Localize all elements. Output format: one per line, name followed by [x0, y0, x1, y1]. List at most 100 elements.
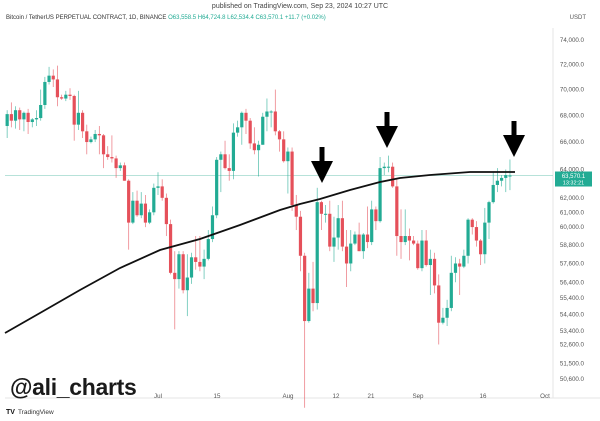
candle	[198, 236, 202, 272]
candle	[22, 111, 26, 132]
candle	[160, 179, 164, 201]
candle	[43, 76, 47, 109]
candle	[479, 239, 483, 266]
candle	[173, 251, 177, 330]
price-tick: 57,600.0	[560, 260, 585, 267]
time-axis[interactable]: Jul 15 Aug 12 21 Sep 16 Oct	[154, 393, 550, 400]
candle	[441, 307, 445, 325]
grid-lines	[5, 28, 600, 399]
candle	[437, 274, 441, 345]
candle	[80, 110, 85, 139]
candle	[269, 110, 273, 128]
price-tick: 62,000.0	[560, 195, 585, 202]
candle	[374, 206, 378, 231]
candle	[202, 249, 206, 280]
candle	[135, 190, 139, 217]
candle	[487, 200, 491, 240]
moving-average-line	[4, 171, 515, 334]
candle	[428, 249, 432, 296]
price-tick: 52,600.0	[560, 341, 585, 348]
candle	[227, 154, 231, 181]
published-caption: published on TradingView.com, Sep 23, 20…	[211, 3, 389, 10]
candle	[411, 236, 416, 246]
candle	[26, 108, 30, 134]
candle	[319, 200, 324, 231]
price-tick: 60,000.0	[560, 224, 585, 231]
candle	[357, 222, 361, 252]
candle	[416, 240, 420, 270]
candle	[349, 230, 353, 272]
price-tick: 58,800.0	[560, 242, 585, 249]
date-tick: 12	[333, 393, 340, 400]
candle	[60, 94, 64, 100]
candle	[399, 209, 403, 259]
candle	[185, 254, 189, 317]
candle	[420, 230, 424, 272]
candle	[273, 89, 277, 136]
price-tick: 53,400.0	[560, 328, 585, 335]
candle	[219, 151, 223, 193]
candle	[64, 90, 68, 102]
price-tick: 54,400.0	[560, 311, 585, 318]
candle	[294, 194, 298, 231]
candle	[18, 107, 22, 130]
candle	[223, 140, 227, 170]
candle	[244, 108, 248, 134]
price-tick: 70,000.0	[560, 87, 585, 94]
candle	[236, 120, 240, 137]
candle	[499, 175, 504, 187]
candle	[118, 162, 122, 171]
candle	[491, 172, 495, 204]
candle	[340, 200, 344, 252]
candle	[127, 179, 131, 250]
candle	[34, 110, 39, 126]
tradingview-brand: TradingView	[17, 409, 54, 416]
candle	[395, 179, 399, 256]
candle	[194, 236, 198, 270]
candle	[407, 228, 411, 261]
candle	[110, 135, 114, 163]
candle	[139, 192, 143, 219]
candle	[47, 66, 51, 85]
candle	[365, 206, 370, 249]
candle	[248, 118, 252, 149]
arrow-down-icon	[503, 121, 525, 157]
candle	[240, 111, 244, 145]
candle	[462, 249, 466, 269]
currency-label: USDT	[569, 15, 586, 21]
price-tick: 74,000.0	[560, 37, 585, 44]
candle	[164, 193, 168, 237]
candle	[265, 98, 269, 132]
candle	[277, 129, 282, 152]
tradingview-logo[interactable]: TV TradingView	[6, 409, 54, 416]
author-watermark: @ali_charts	[10, 374, 137, 400]
candle	[256, 140, 261, 177]
candle	[445, 299, 449, 327]
candle	[324, 205, 328, 223]
candle	[370, 200, 374, 246]
candle	[466, 218, 470, 264]
price-tick: 51,500.0	[560, 360, 585, 367]
candle	[483, 207, 487, 264]
candle	[386, 155, 391, 173]
candle	[282, 131, 286, 163]
candle	[106, 146, 110, 160]
price-axis[interactable]: 74,000.0 72,000.0 70,000.0 68,000.0 66,000.0…	[560, 37, 585, 383]
candle	[361, 233, 365, 259]
candle	[508, 159, 512, 191]
candle	[504, 169, 508, 193]
candle	[332, 216, 336, 262]
price-tick: 56,400.0	[560, 279, 585, 286]
candle	[148, 209, 152, 225]
date-tick: Aug	[282, 393, 294, 400]
symbol-title: Bitcoin / TetherUS PERPETUAL CONTRACT, 1…	[6, 15, 167, 21]
arrow-down-icon	[311, 147, 333, 183]
candle	[85, 124, 89, 155]
candle	[131, 192, 135, 225]
price-tick: 64,000.0	[560, 167, 585, 174]
candle	[378, 157, 382, 223]
candle	[424, 230, 428, 267]
date-tick: 15	[214, 393, 221, 400]
last-price-value: 63,570.1	[562, 174, 586, 180]
